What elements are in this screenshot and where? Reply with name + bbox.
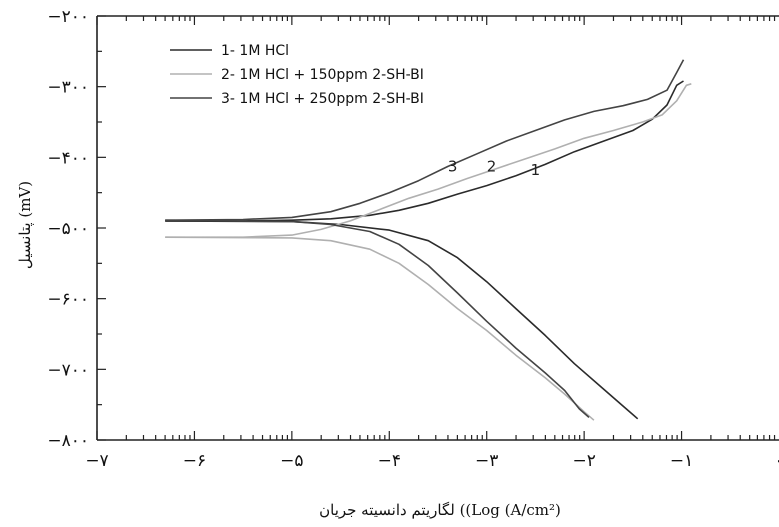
x-axis-title: لگاریتم دانسیته جریان ((Log (A/cm²)	[319, 501, 561, 519]
x-tick-label: ۰	[774, 451, 779, 471]
x-tick-label: −۲	[572, 451, 595, 471]
y-tick-label: −۵۰۰	[47, 219, 89, 239]
legend-label-1: 1- 1M HCl	[221, 43, 289, 59]
plot-frame: −۷ −۶ −۵ −۴ −۳ −۲ −۱ ۰ −۲۰۰ −۳۰۰ −۴۰۰ −۵۰۰ −۶۰۰ −۷۰۰ −…	[47, 7, 779, 471]
y-tick-label: −۶۰۰	[47, 290, 89, 310]
legend-label-2: 2- 1M HCl + 150ppm 2-SH-BI	[221, 67, 424, 83]
y-tick-label: −۷۰۰	[47, 360, 89, 380]
series-2-anodic-line	[165, 83, 692, 238]
series-3-anodic-line	[165, 59, 685, 221]
x-tick-label: −۵	[280, 451, 303, 471]
y-tick-label: −۸۰۰	[47, 431, 89, 451]
legend: 1- 1M HCl 2- 1M HCl + 150ppm 2-SH-BI 3- …	[170, 43, 424, 107]
x-tick-label: −۱	[670, 451, 693, 471]
x-tick-label: −۷	[85, 451, 108, 471]
series-3-cathodic-line	[165, 219, 590, 419]
x-tick-label: −۳	[475, 451, 498, 471]
curves: 3 2 1	[165, 59, 692, 421]
y-tick-label: −۳۰۰	[47, 78, 89, 98]
legend-label-3: 3- 1M HCl + 250ppm 2-SH-BI	[221, 91, 424, 107]
y-tick-label: −۲۰۰	[47, 7, 89, 27]
y-tick-label: −۴۰۰	[47, 148, 89, 168]
x-tick-label: −۴	[378, 451, 401, 471]
series-1-cathodic-line	[165, 220, 639, 420]
series-2-cathodic-line	[165, 236, 595, 421]
y-axis-title: پتانسیل (mV)	[16, 181, 34, 269]
curve-label-1: 1	[531, 161, 541, 179]
x-tick-label: −۶	[183, 451, 206, 471]
curve-label-3: 3	[448, 158, 458, 176]
curve-label-2: 2	[487, 158, 497, 176]
